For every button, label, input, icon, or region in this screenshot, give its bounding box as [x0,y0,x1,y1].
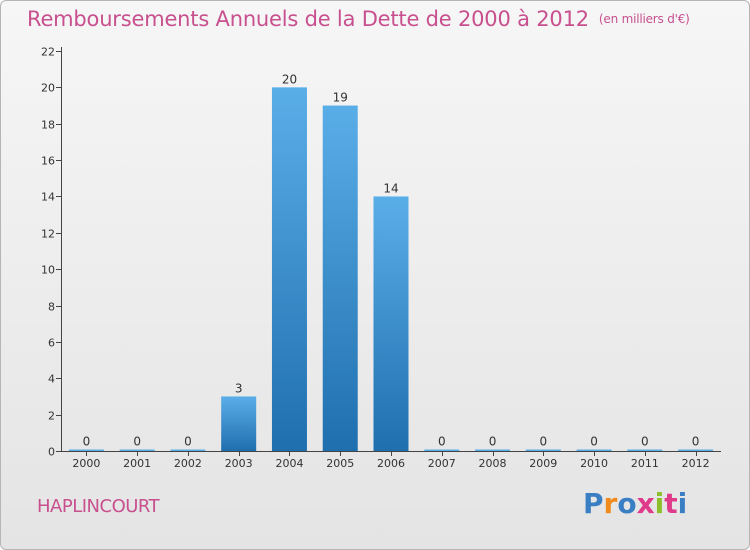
logo-letter: r [603,487,618,520]
chart-subtitle: (en milliers d'€) [598,12,690,26]
bar-value-label: 0 [641,435,649,449]
bar [627,449,663,451]
bar [322,105,358,451]
x-tick-label: 2005 [326,457,354,470]
bar-value-label: 0 [590,435,598,449]
bar-value-label: 0 [83,435,91,449]
y-tick-label: 10 [41,264,55,277]
y-tick-label: 8 [48,301,55,314]
bar-value-label: 20 [282,72,297,86]
y-tick-label: 22 [41,46,55,59]
chart-title: Remboursements Annuels de la Dette de 20… [27,7,690,31]
bar [170,449,206,451]
y-tick-label: 14 [41,191,55,204]
proxiti-logo: Proxiti [583,487,687,520]
y-tick-label: 2 [48,410,55,423]
bar-value-label: 0 [489,435,497,449]
bar [68,449,104,451]
x-tick-label: 2011 [631,457,659,470]
logo-letter: P [583,487,604,520]
bar [373,196,409,451]
bar [119,449,155,451]
x-tick-label: 2010 [580,457,608,470]
bar-value-label: 0 [539,435,547,449]
y-tick-label: 4 [48,373,55,386]
commune-name: HAPLINCOURT [37,496,160,517]
logo-letter: x [636,487,655,520]
x-tick-label: 2004 [275,457,303,470]
x-tick-label: 2008 [479,457,507,470]
bar-value-label: 3 [235,381,243,395]
bar [525,449,561,451]
bar-value-label: 14 [383,181,398,195]
logo-letter: i [654,487,665,520]
bar [221,396,257,451]
logo-letter: o [617,487,637,520]
x-tick-label: 2002 [174,457,202,470]
bar [475,449,511,451]
bar-value-label: 0 [692,435,700,449]
y-tick-label: 6 [48,337,55,350]
logo-letter: t [664,487,678,520]
x-tick-label: 2007 [428,457,456,470]
title-text: Remboursements Annuels de la Dette de 20… [27,7,589,31]
x-tick-label: 2012 [682,457,710,470]
x-tick-label: 2001 [123,457,151,470]
bar [271,87,307,451]
x-tick-label: 2000 [72,457,100,470]
x-tick-label: 2006 [377,457,405,470]
bar [424,449,460,451]
bar-value-label: 0 [438,435,446,449]
y-tick-label: 20 [41,82,55,95]
bar-value-label: 0 [133,435,141,449]
bar [576,449,612,451]
labels: 0 0 0 3 20 19 14 0 0 0 0 0 0 [83,72,700,448]
bars [68,87,714,451]
x-tick-label: 2003 [225,457,253,470]
x-tick-label: 2009 [529,457,557,470]
y-tick-label: 12 [41,228,55,241]
y-tick-label: 0 [48,446,55,459]
bar [678,449,714,451]
logo-letter: i [677,487,688,520]
y-tick-label: 16 [41,155,55,168]
y-tick-label: 18 [41,119,55,132]
bar-value-label: 19 [333,91,348,105]
bar-value-label: 0 [184,435,192,449]
